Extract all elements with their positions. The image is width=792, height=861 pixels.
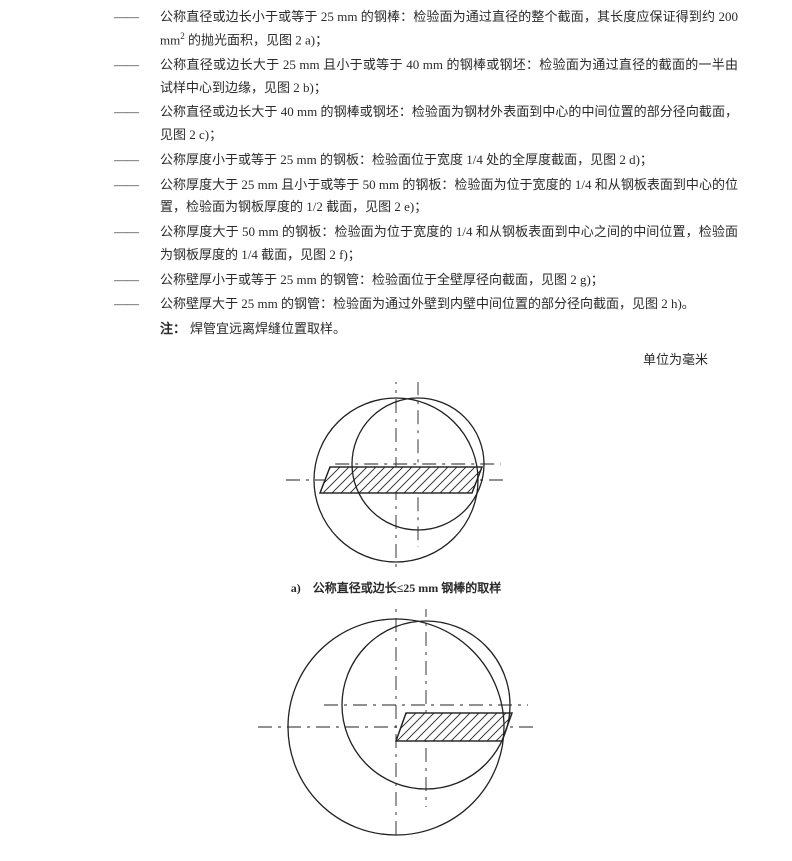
list-item-text: 公称直径或边长小于或等于 25 mm 的钢棒：检验面为通过直径的整个截面，其长度…	[160, 6, 738, 52]
figure-a-caption: a) 公称直径或边长≤25 mm 钢棒的取样	[54, 578, 738, 599]
dash-icon: ——	[114, 269, 160, 292]
note-text: 焊管宜远离焊缝位置取样。	[190, 321, 346, 336]
list-item-text: 公称厚度小于或等于 25 mm 的钢板：检验面位于宽度 1/4 处的全厚度截面，…	[160, 149, 738, 172]
list-item-text: 公称厚度大于 50 mm 的钢板：检验面为位于宽度的 1/4 和从钢板表面到中心…	[160, 221, 738, 267]
dash-icon: ——	[114, 293, 160, 316]
dash-icon: ——	[114, 174, 160, 220]
page: ——公称直径或边长小于或等于 25 mm 的钢棒：检验面为通过直径的整个截面，其…	[0, 0, 792, 861]
list-item: ——公称直径或边长小于或等于 25 mm 的钢棒：检验面为通过直径的整个截面，其…	[114, 6, 738, 52]
figure-b-svg	[236, 609, 556, 841]
figure-b	[54, 609, 738, 841]
list-item: ——公称厚度小于或等于 25 mm 的钢板：检验面位于宽度 1/4 处的全厚度截…	[114, 149, 738, 172]
list-item-text: 公称直径或边长大于 25 mm 且小于或等于 40 mm 的钢棒或钢坯：检验面为…	[160, 54, 738, 100]
note-line: 注： 焊管宜远离焊缝位置取样。	[160, 318, 738, 341]
list-item-text: 公称厚度大于 25 mm 且小于或等于 50 mm 的钢板：检验面为位于宽度的 …	[160, 174, 738, 220]
figure-a-svg	[246, 382, 546, 572]
list-item-text: 公称壁厚小于或等于 25 mm 的钢管：检验面位于全壁厚径向截面，见图 2 g)…	[160, 269, 738, 292]
bullet-list: ——公称直径或边长小于或等于 25 mm 的钢棒：检验面为通过直径的整个截面，其…	[114, 6, 738, 316]
list-item: ——公称厚度大于 25 mm 且小于或等于 50 mm 的钢板：检验面为位于宽度…	[114, 174, 738, 220]
dash-icon: ——	[114, 101, 160, 147]
dash-icon: ——	[114, 54, 160, 100]
list-item: ——公称厚度大于 50 mm 的钢板：检验面为位于宽度的 1/4 和从钢板表面到…	[114, 221, 738, 267]
list-item: ——公称直径或边长大于 25 mm 且小于或等于 40 mm 的钢棒或钢坯：检验…	[114, 54, 738, 100]
list-item-text: 公称壁厚大于 25 mm 的钢管：检验面为通过外壁到内壁中间位置的部分径向截面，…	[160, 293, 738, 316]
list-item: ——公称壁厚大于 25 mm 的钢管：检验面为通过外壁到内壁中间位置的部分径向截…	[114, 293, 738, 316]
unit-label: 单位为毫米	[54, 349, 738, 372]
note-label: 注：	[160, 321, 186, 336]
dash-icon: ——	[114, 149, 160, 172]
list-item-text: 公称直径或边长大于 40 mm 的钢棒或钢坯：检验面为钢材外表面到中心的中间位置…	[160, 101, 738, 147]
list-item: ——公称壁厚小于或等于 25 mm 的钢管：检验面位于全壁厚径向截面，见图 2 …	[114, 269, 738, 292]
list-item: ——公称直径或边长大于 40 mm 的钢棒或钢坯：检验面为钢材外表面到中心的中间…	[114, 101, 738, 147]
figure-a: a) 公称直径或边长≤25 mm 钢棒的取样	[54, 382, 738, 599]
dash-icon: ——	[114, 221, 160, 267]
dash-icon: ——	[114, 6, 160, 52]
